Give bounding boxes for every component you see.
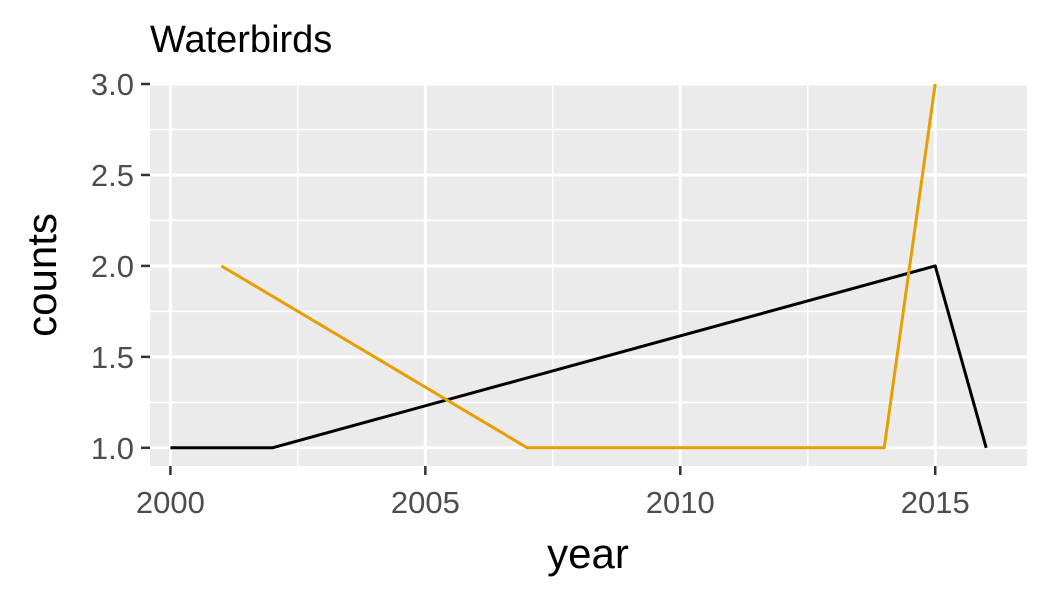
x-tick-label: 2015 — [901, 485, 970, 520]
series-line-2 — [220, 83, 937, 450]
y-axis-title: counts — [18, 213, 65, 337]
y-tick-label: 2.0 — [91, 249, 134, 284]
x-tick-label: 2010 — [646, 485, 715, 520]
series-lines — [170, 83, 988, 450]
x-tick-label: 2000 — [136, 485, 205, 520]
y-tick-label: 1.0 — [91, 431, 134, 466]
y-tick-label: 1.5 — [91, 340, 134, 375]
series-line-1 — [170, 264, 988, 450]
plot-panel — [150, 84, 1027, 466]
y-tick-label: 3.0 — [91, 67, 134, 102]
chart-title: Waterbirds — [150, 19, 332, 61]
x-axis-title: year — [547, 530, 629, 577]
y-axis: 1.0 1.5 2.0 2.5 3.0 — [91, 67, 150, 466]
x-tick-label: 2005 — [391, 485, 460, 520]
y-tick-label: 2.5 — [91, 158, 134, 193]
x-axis: 2000 2005 2010 2015 — [136, 466, 970, 520]
